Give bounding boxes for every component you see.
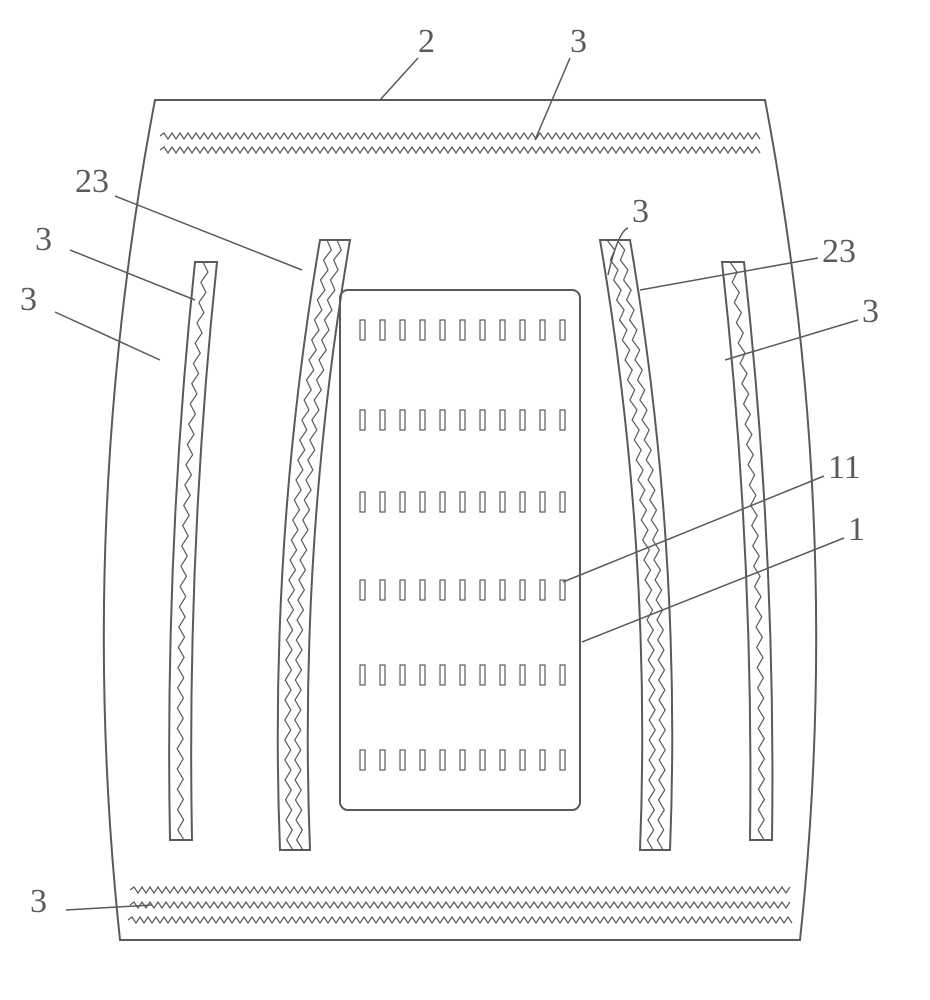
callout-label: 3 <box>35 221 52 258</box>
leader-line <box>380 58 418 100</box>
callout-label: 3 <box>862 293 879 330</box>
callout-label: 3 <box>632 193 649 230</box>
callout-label: 23 <box>822 233 856 270</box>
callout-label: 3 <box>570 23 587 60</box>
callout-label: 2 <box>418 23 435 60</box>
callout-label: 23 <box>75 163 109 200</box>
callout-label: 3 <box>20 281 37 318</box>
callout-label: 3 <box>30 883 47 920</box>
callout-label: 11 <box>828 449 861 486</box>
callout-label: 1 <box>848 511 865 548</box>
outer-outline <box>104 100 816 940</box>
